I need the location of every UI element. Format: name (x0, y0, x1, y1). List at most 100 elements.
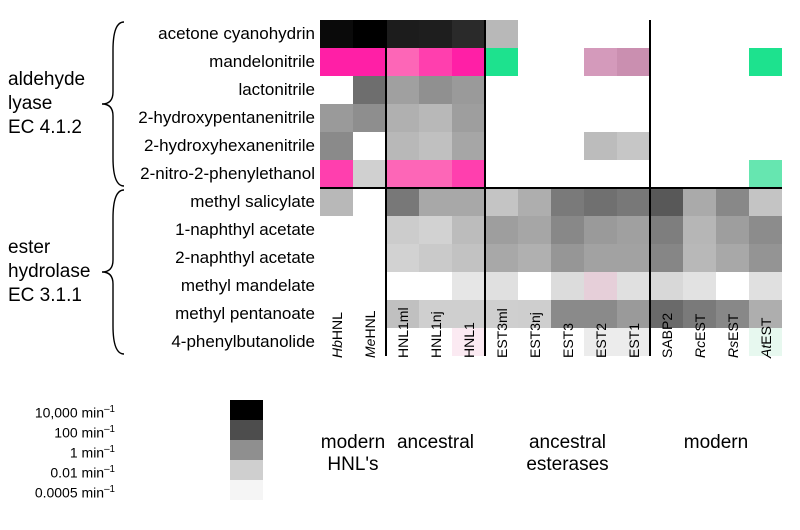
heatmap-cell (683, 188, 716, 216)
heatmap-cell (452, 76, 485, 104)
heatmap-cell (386, 48, 419, 76)
heatmap-cell (485, 244, 518, 272)
heatmap-cell (683, 272, 716, 300)
heatmap-cell (353, 160, 386, 188)
heatmap-cell (518, 216, 551, 244)
heatmap-cell (452, 48, 485, 76)
row-label: 2-hydroxypentanenitrile (138, 104, 315, 132)
row-label: acetone cyanohydrin (158, 20, 315, 48)
heatmap-cell (419, 160, 452, 188)
legend-label: 100 min–1 (54, 420, 115, 440)
grid-hline (320, 187, 782, 189)
heatmap-cell (320, 188, 353, 216)
heatmap-cell (386, 244, 419, 272)
column-group-line (650, 454, 782, 476)
heatmap-cell (452, 272, 485, 300)
heatmap-cell (419, 20, 452, 48)
heatmap-cell (584, 48, 617, 76)
column-group-label: ancestralesterases (485, 432, 650, 476)
column-group-label: modern (650, 432, 782, 476)
heatmap-cell (386, 216, 419, 244)
row-label: methyl pentanoate (175, 300, 315, 328)
column-label: RsEST (716, 358, 749, 428)
heatmap-cell (353, 104, 386, 132)
heatmap-cell (617, 216, 650, 244)
column-label: HNL1ml (386, 358, 419, 428)
heatmap-cell (386, 76, 419, 104)
heatmap-cell (353, 76, 386, 104)
legend-label: 1 min–1 (70, 440, 115, 460)
enzyme-activity-heatmap: acetone cyanohydrinmandelonitrilelactoni… (0, 0, 800, 530)
heatmap-cell (386, 20, 419, 48)
heatmap-cell (584, 132, 617, 160)
row-group-line: hydrolase (8, 260, 90, 284)
column-label: HNL1nj (419, 358, 452, 428)
heatmap-cell (716, 244, 749, 272)
heatmap-cell (419, 188, 452, 216)
column-group-line: HNL's (320, 454, 386, 476)
heatmap-cell (419, 216, 452, 244)
row-group-brace (100, 188, 130, 356)
heatmap-cell (518, 244, 551, 272)
heatmap-cell (452, 104, 485, 132)
heatmap-cell (320, 20, 353, 48)
heatmap-cell (419, 244, 452, 272)
column-group-label: modernHNL's (320, 432, 386, 476)
heatmap-cell (485, 48, 518, 76)
heatmap-cell (749, 216, 782, 244)
heatmap-cell (650, 272, 683, 300)
legend-label: 0.0005 min–1 (35, 480, 115, 500)
row-label: 2-nitro-2-phenylethanol (140, 160, 315, 188)
column-group-line: esterases (485, 454, 650, 476)
heatmap-cell (617, 48, 650, 76)
column-group-line: modern (320, 432, 386, 454)
heatmap-cell (419, 132, 452, 160)
column-label: HbHNL (320, 358, 353, 428)
column-label: EST2 (584, 358, 617, 428)
row-group-line: lyase (8, 92, 85, 116)
heatmap-cell (551, 188, 584, 216)
legend-swatch (230, 440, 263, 460)
column-group-line: ancestral (485, 432, 650, 454)
heatmap-cell (716, 188, 749, 216)
heatmap-cell (419, 104, 452, 132)
heatmap-cell (650, 244, 683, 272)
heatmap-cell (320, 160, 353, 188)
legend-swatch (230, 420, 263, 440)
heatmap-cell (386, 160, 419, 188)
legend-swatch (230, 400, 263, 420)
row-label: 4-phenylbutanolide (171, 328, 315, 356)
heatmap-cell (617, 272, 650, 300)
column-label: EST1 (617, 358, 650, 428)
heatmap-cell (617, 132, 650, 160)
heatmap-cell (419, 76, 452, 104)
row-group-brace (100, 20, 130, 188)
row-label: methyl mandelate (181, 272, 315, 300)
heatmap-cell (716, 216, 749, 244)
heatmap-cell (518, 188, 551, 216)
column-label: EST3nj (518, 358, 551, 428)
heatmap-cell (386, 104, 419, 132)
column-label: EST3ml (485, 358, 518, 428)
row-group-line: aldehyde (8, 68, 85, 92)
heatmap-cell (551, 272, 584, 300)
row-group-label: esterhydrolaseEC 3.1.1 (8, 236, 90, 307)
legend-swatch (230, 460, 263, 480)
heatmap-cell (452, 132, 485, 160)
heatmap-cell (452, 20, 485, 48)
heatmap-cell (617, 244, 650, 272)
legend-label: 10,000 min–1 (35, 400, 115, 420)
column-group-line: ancestral (386, 432, 485, 454)
heatmap-cell (584, 272, 617, 300)
heatmap-cell (551, 244, 584, 272)
heatmap-cell (452, 188, 485, 216)
column-label: SABP2 (650, 358, 683, 428)
heatmap-cell (749, 188, 782, 216)
heatmap-cell (452, 216, 485, 244)
heatmap-cell (551, 216, 584, 244)
heatmap-cell (485, 188, 518, 216)
heatmap-cell (584, 244, 617, 272)
heatmap-cell (683, 216, 716, 244)
column-label: EST3 (551, 358, 584, 428)
heatmap-cell (353, 20, 386, 48)
